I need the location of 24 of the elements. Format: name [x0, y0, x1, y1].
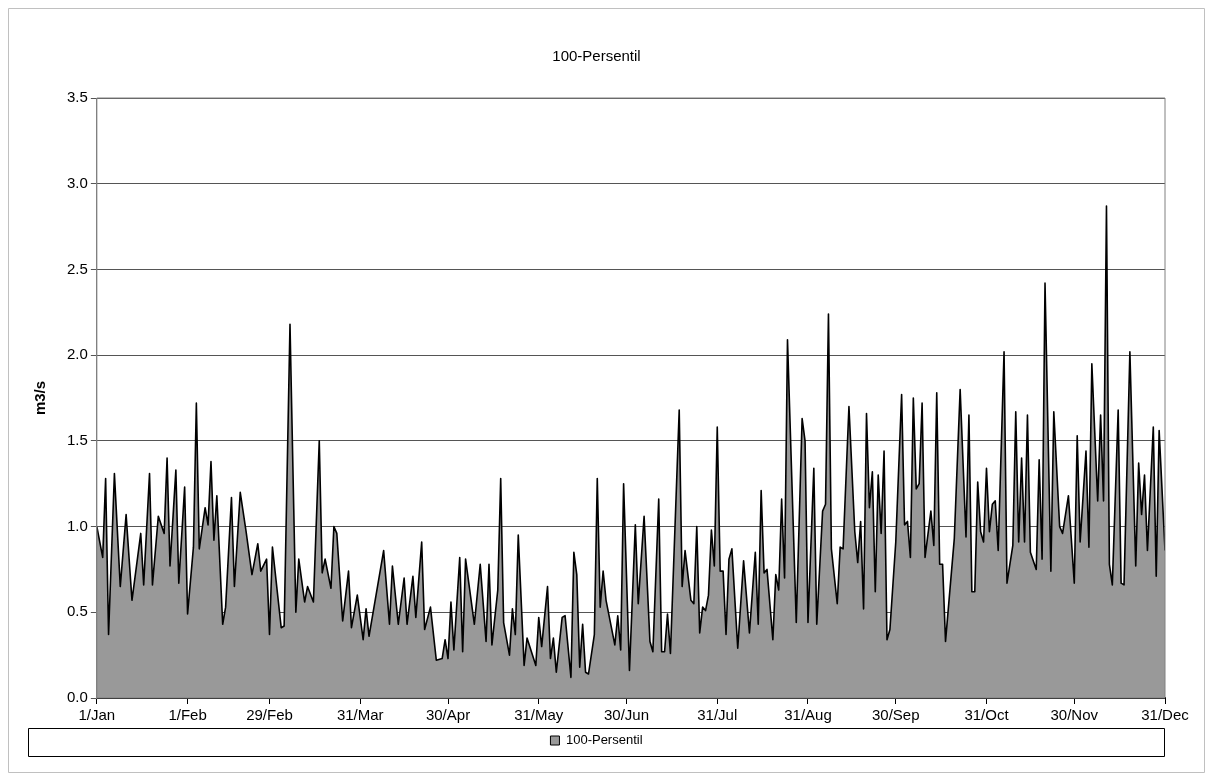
- legend-label: 100-Persentil: [565, 732, 643, 748]
- x-tick-label: 31/Mar: [336, 706, 384, 724]
- y-tick-label: 3.0: [66, 173, 88, 191]
- x-tick-label: 1/Feb: [168, 706, 207, 724]
- x-tick-label: 31/May: [514, 706, 564, 724]
- y-tick-label: 3.5: [66, 88, 88, 106]
- x-tick-label: 29/Feb: [246, 706, 293, 724]
- y-tick-label: 2.0: [66, 345, 88, 363]
- y-tick-label: 1.5: [66, 431, 88, 448]
- x-tick-label: 31/Dec: [1141, 706, 1190, 724]
- x-tick-label: 1/Jan: [78, 706, 116, 724]
- y-tick-label: 0.0: [66, 688, 88, 706]
- y-tick-label: 1.0: [66, 516, 88, 534]
- y-tick-label: 2.5: [66, 259, 88, 277]
- x-tick-label: 30/Sep: [871, 706, 920, 724]
- x-tick-label: 31/Oct: [964, 706, 1010, 724]
- x-tick-label: 31/Jul: [697, 706, 738, 724]
- y-tick-label: 0.5: [66, 602, 88, 620]
- x-tick-label: 31/Aug: [784, 706, 832, 724]
- x-tick-label: 30/Nov: [1050, 706, 1099, 724]
- x-tick-label: 30/Apr: [425, 706, 471, 724]
- x-tick-label: 30/Jun: [604, 706, 650, 724]
- y-axis-title: m3/s: [31, 380, 49, 416]
- chart-title: 100-Persentil: [552, 47, 641, 65]
